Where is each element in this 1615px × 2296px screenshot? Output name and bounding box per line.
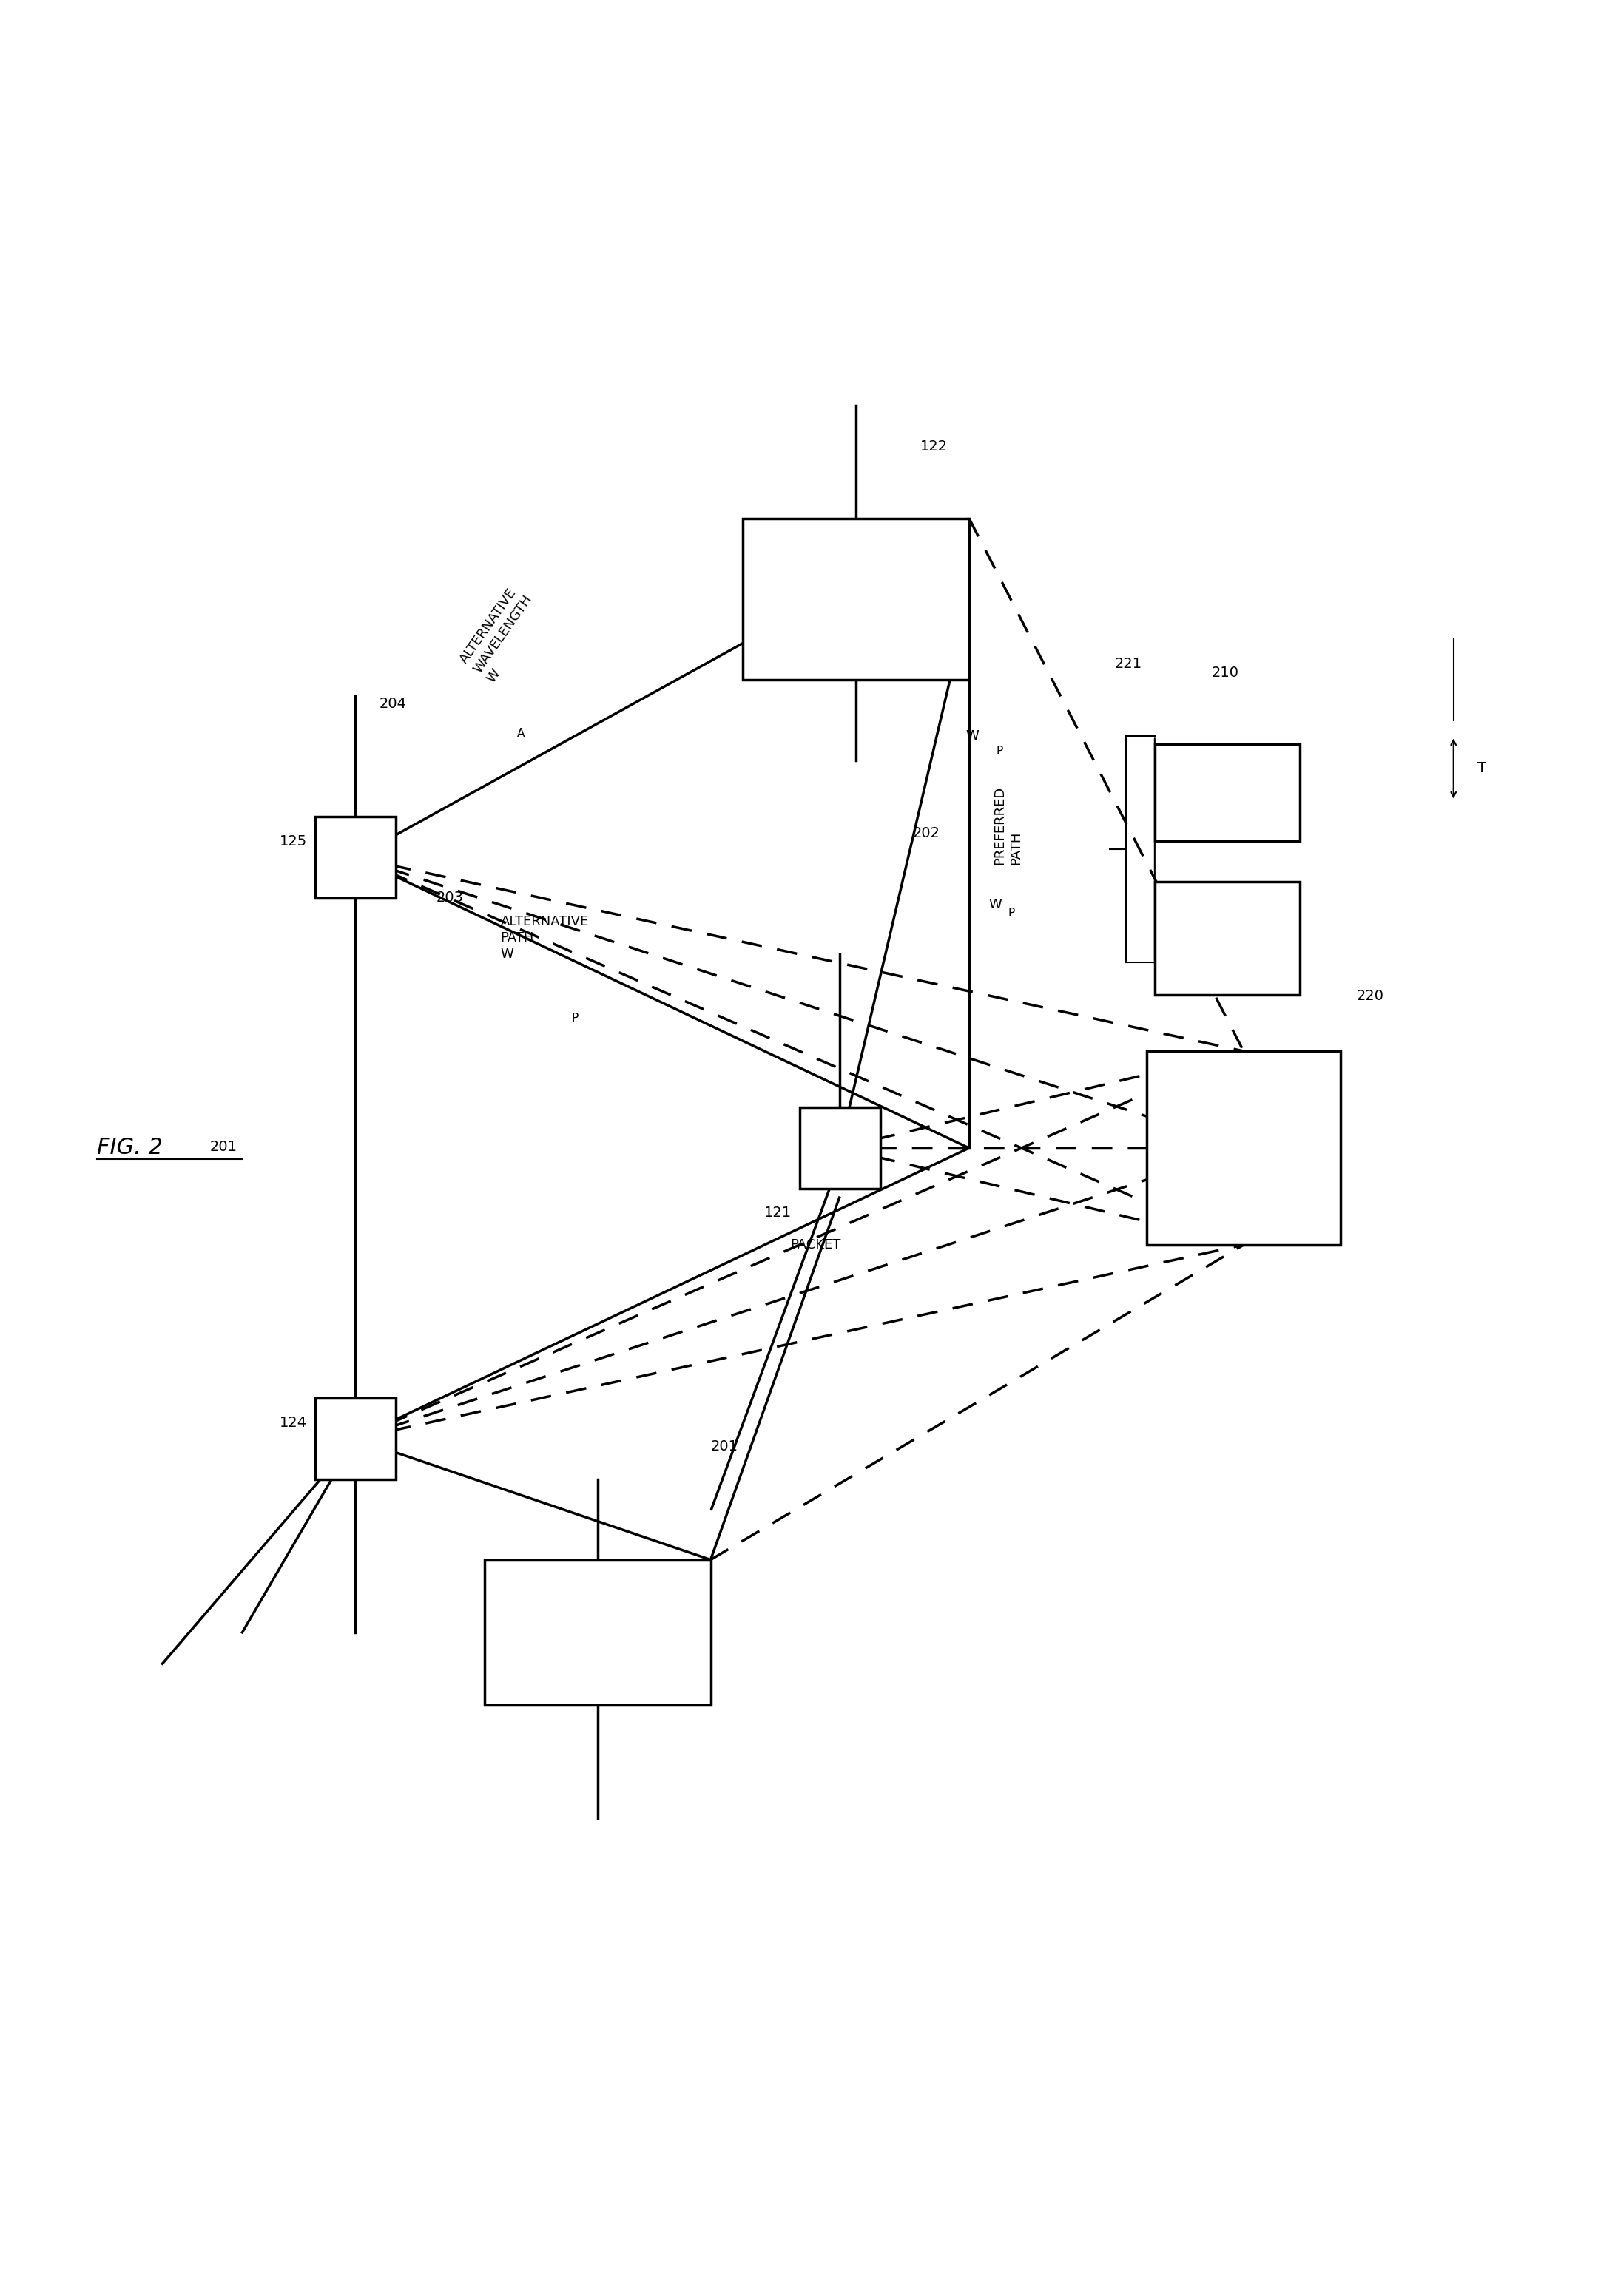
Text: 202: 202 xyxy=(912,827,940,840)
FancyBboxPatch shape xyxy=(1155,882,1300,994)
FancyBboxPatch shape xyxy=(1147,1052,1340,1244)
Text: 211: 211 xyxy=(1211,948,1239,962)
FancyBboxPatch shape xyxy=(1155,744,1300,840)
Text: PACKET: PACKET xyxy=(790,1238,841,1251)
Text: DATA: DATA xyxy=(1211,932,1244,944)
Text: 210: 210 xyxy=(1211,666,1239,680)
Text: 124: 124 xyxy=(279,1414,307,1430)
Text: 122: 122 xyxy=(921,439,948,455)
Text: HEADER: HEADER xyxy=(1203,785,1252,799)
Text: P: P xyxy=(996,746,1003,758)
Text: A: A xyxy=(517,728,525,739)
Text: NC&M: NC&M xyxy=(1227,1141,1260,1155)
Text: P: P xyxy=(1008,907,1014,918)
Text: 201: 201 xyxy=(210,1139,237,1155)
Text: 201: 201 xyxy=(711,1440,738,1453)
Text: ALTERNATIVE
PATH
W: ALTERNATIVE PATH W xyxy=(501,916,589,962)
Text: 221: 221 xyxy=(1114,657,1142,670)
Text: 121: 121 xyxy=(764,1205,791,1219)
Text: T: T xyxy=(1478,762,1486,776)
Text: 220: 220 xyxy=(1357,990,1384,1003)
Text: 204: 204 xyxy=(380,698,407,712)
Text: 123: 123 xyxy=(581,1626,609,1642)
FancyBboxPatch shape xyxy=(315,1398,396,1479)
Text: W: W xyxy=(988,898,1001,912)
Text: SIGNAL
SOURCE: SIGNAL SOURCE xyxy=(573,1619,622,1646)
Text: PREFERRED
PATH: PREFERRED PATH xyxy=(993,785,1022,863)
FancyBboxPatch shape xyxy=(743,519,969,680)
FancyBboxPatch shape xyxy=(484,1559,711,1706)
Text: P: P xyxy=(572,1013,578,1024)
Text: W: W xyxy=(966,730,979,744)
FancyBboxPatch shape xyxy=(315,817,396,898)
Text: 203: 203 xyxy=(436,891,464,905)
Text: 125: 125 xyxy=(279,833,307,847)
Text: SIGNAL
DESTINATION: SIGNAL DESTINATION xyxy=(812,585,900,613)
Text: FIG. 2: FIG. 2 xyxy=(97,1137,163,1159)
FancyBboxPatch shape xyxy=(799,1107,880,1189)
Text: ALTERNATIVE
WAVELENGTH
W: ALTERNATIVE WAVELENGTH W xyxy=(457,583,547,684)
